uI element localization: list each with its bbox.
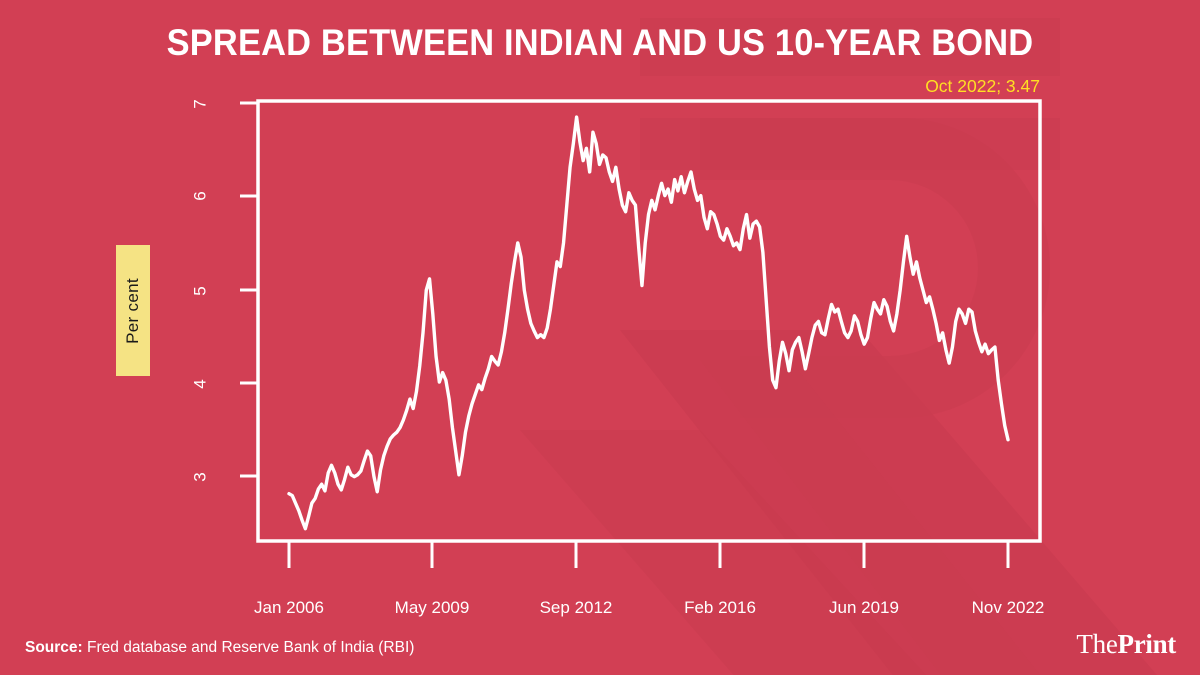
x-tick-label-sep-2012: Sep 2012 [539, 598, 613, 617]
theprint-logo: ThePrint [1076, 629, 1176, 660]
y-axis-ticks [240, 101, 258, 478]
source-text: Fred database and Reserve Bank of India … [87, 639, 415, 656]
x-axis-ticks [287, 541, 1010, 568]
plot-frame [256, 99, 1042, 543]
y-axis-label: Per cent [123, 277, 142, 344]
logo-print: Print [1117, 629, 1177, 659]
x-tick-label-may-2009: May 2009 [394, 598, 470, 617]
y-axis-label-highlight: Per cent [116, 245, 150, 376]
x-tick-label-jan-2006: Jan 2006 [254, 598, 324, 617]
logo-the: The [1076, 629, 1118, 659]
x-tick-label-jun-2019: Jun 2019 [829, 598, 899, 617]
source-note: Source: Fred database and Reserve Bank o… [25, 639, 414, 657]
x-tick-label-nov-2022: Nov 2022 [971, 598, 1045, 617]
page-title: SPREAD BETWEEN INDIAN AND US 10-YEAR BON… [166, 22, 1034, 63]
series-line [287, 115, 1010, 531]
last-value-annotation: Oct 2022; 3.47 [925, 76, 1040, 96]
x-tick-label-feb-2016: Feb 2016 [684, 598, 756, 617]
source-label: Source: [25, 639, 83, 656]
